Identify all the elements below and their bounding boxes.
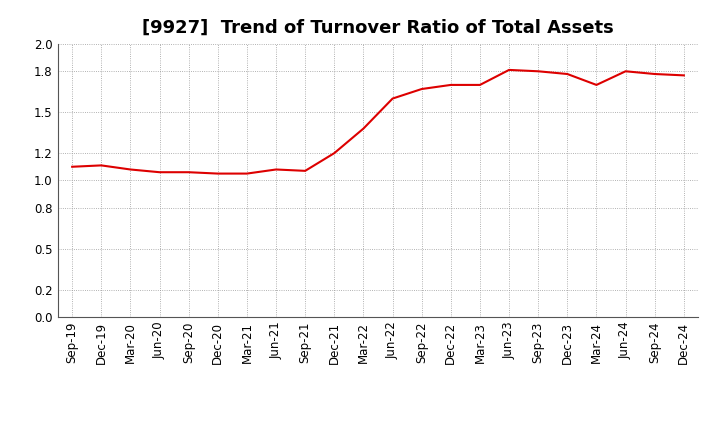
Title: [9927]  Trend of Turnover Ratio of Total Assets: [9927] Trend of Turnover Ratio of Total … <box>142 19 614 37</box>
